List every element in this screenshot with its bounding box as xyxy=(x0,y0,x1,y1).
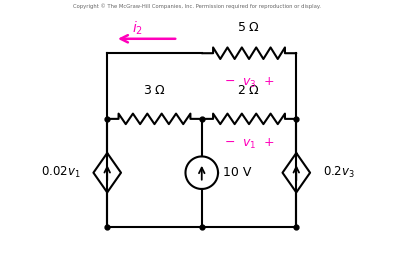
Text: $-$  $v_1$  $+$: $-$ $v_1$ $+$ xyxy=(224,137,274,151)
Text: 10 V: 10 V xyxy=(223,166,252,179)
Text: 5 $\Omega$: 5 $\Omega$ xyxy=(237,21,261,34)
Text: 0.02$v_1$: 0.02$v_1$ xyxy=(41,165,81,180)
Text: 0.2$v_3$: 0.2$v_3$ xyxy=(323,165,354,180)
Text: $-$  $v_3$  $+$: $-$ $v_3$ $+$ xyxy=(224,76,274,91)
Text: 3 $\Omega$: 3 $\Omega$ xyxy=(143,83,166,97)
Text: Copyright © The McGraw-Hill Companies, Inc. Permission required for reproduction: Copyright © The McGraw-Hill Companies, I… xyxy=(73,3,320,9)
Text: $i_2$: $i_2$ xyxy=(132,20,143,37)
Text: 2 $\Omega$: 2 $\Omega$ xyxy=(237,83,261,97)
